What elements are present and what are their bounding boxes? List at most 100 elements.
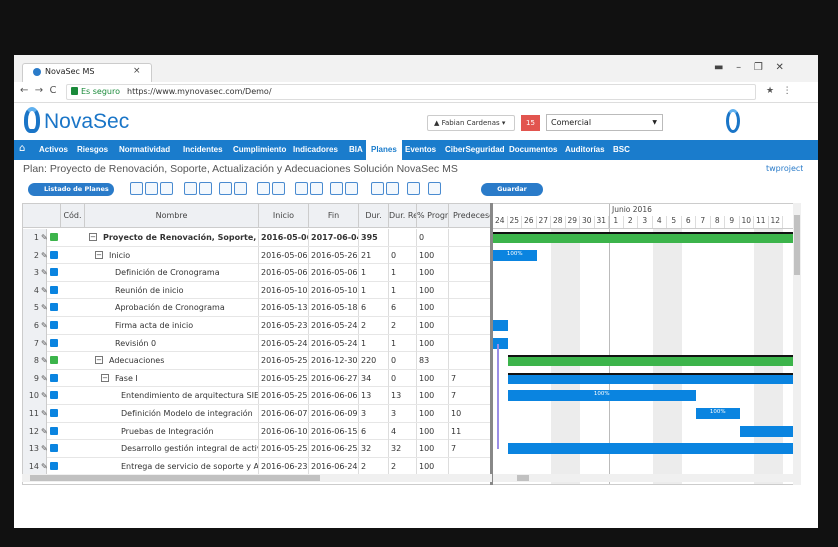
nav-item[interactable]: BIA xyxy=(349,145,363,154)
status[interactable] xyxy=(50,444,58,453)
edit-icon[interactable]: ✎ xyxy=(39,387,47,404)
edit-icon[interactable]: ✎ xyxy=(39,423,47,440)
browser-icons[interactable]: ★ ⋮ xyxy=(766,86,792,96)
task-bar[interactable] xyxy=(493,320,508,331)
task-bar[interactable]: 100% xyxy=(507,390,696,402)
h-thumb-right[interactable] xyxy=(517,475,529,481)
status[interactable] xyxy=(50,250,58,259)
status[interactable] xyxy=(50,356,58,365)
edit-icon[interactable]: ✎ xyxy=(39,264,47,281)
task-bar[interactable]: 100% xyxy=(696,408,740,419)
edit-icon[interactable]: ✎ xyxy=(39,370,47,387)
collapse-toggle[interactable]: − xyxy=(95,250,103,259)
url-box[interactable]: Es seguro https://www.mynovasec.com/Demo… xyxy=(66,84,756,100)
tool-button[interactable] xyxy=(130,182,143,195)
nav-item[interactable]: Normatividad xyxy=(119,145,171,154)
nav-item[interactable]: BSC xyxy=(613,145,630,154)
nav-item[interactable]: Auditorías xyxy=(565,145,605,154)
nav-item[interactable]: Activos xyxy=(39,145,68,154)
cell-start: 2016-06-07 xyxy=(259,405,309,422)
tool-button[interactable] xyxy=(145,182,158,195)
row-id: 6 xyxy=(33,321,39,330)
status[interactable] xyxy=(50,285,58,294)
task-bar[interactable] xyxy=(507,372,793,384)
collapse-toggle[interactable]: − xyxy=(101,373,109,382)
selector-arrow: ▼ xyxy=(652,119,657,126)
tool-button[interactable] xyxy=(257,182,270,195)
nav-item[interactable]: Documentos xyxy=(509,145,558,154)
cell-start: 2016-05-10 xyxy=(259,281,309,299)
nav-buttons[interactable]: ← → C xyxy=(20,85,57,96)
edit-icon[interactable]: ✎ xyxy=(39,352,47,369)
tool-button[interactable] xyxy=(219,182,232,195)
edit-icon[interactable]: ✎ xyxy=(39,229,47,246)
save-button[interactable]: Guardar xyxy=(481,183,543,196)
task-bar[interactable] xyxy=(739,425,793,437)
edit-icon[interactable]: ✎ xyxy=(39,458,47,475)
task-bar[interactable] xyxy=(493,232,793,243)
tool-button[interactable] xyxy=(386,182,399,195)
status[interactable] xyxy=(50,233,58,241)
edit-icon[interactable]: ✎ xyxy=(39,317,47,334)
tool-button[interactable] xyxy=(234,182,247,195)
nav-item[interactable]: CiberSeguridad xyxy=(445,145,505,154)
tool-button[interactable] xyxy=(330,182,343,195)
splitter[interactable] xyxy=(490,203,493,485)
edit-icon[interactable]: ✎ xyxy=(39,405,47,422)
status[interactable] xyxy=(50,268,58,277)
edit-icon[interactable]: ✎ xyxy=(39,299,47,316)
edit-icon[interactable]: ✎ xyxy=(39,440,47,457)
cell-progress: 100 xyxy=(417,422,449,440)
tab[interactable]: NovaSec MS × xyxy=(22,63,152,82)
cell-dur: 13 xyxy=(359,387,389,405)
list-button[interactable]: Listado de Planes xyxy=(28,183,114,196)
v-thumb[interactable] xyxy=(794,215,800,275)
url: https://www.mynovasec.com/Demo/ xyxy=(127,87,272,96)
nav-item[interactable]: Planes xyxy=(366,140,402,160)
nav-item[interactable]: Eventos xyxy=(405,145,437,154)
user-menu[interactable]: ▲ Fabian Cardenas ▾ xyxy=(427,115,515,131)
tool-button[interactable] xyxy=(295,182,308,195)
status[interactable] xyxy=(50,409,58,417)
tool-button[interactable] xyxy=(199,182,212,195)
tool-button[interactable] xyxy=(160,182,173,195)
edit-icon[interactable]: ✎ xyxy=(39,282,47,299)
tool-button[interactable] xyxy=(345,182,358,195)
tool-button[interactable] xyxy=(428,182,441,195)
nav-item[interactable]: Indicadores xyxy=(293,145,338,154)
cell-start: 2016-05-25 xyxy=(259,352,309,370)
h-scrollbar-right[interactable] xyxy=(493,474,793,482)
nav-item[interactable]: Cumplimiento xyxy=(233,145,287,154)
window-controls[interactable]: ▬ – ❐ ✕ xyxy=(714,62,784,73)
tool-button[interactable] xyxy=(310,182,323,195)
task-bar[interactable] xyxy=(507,443,793,455)
nav-item[interactable]: Riesgos xyxy=(77,145,109,154)
tool-button[interactable] xyxy=(184,182,197,195)
tool-button[interactable] xyxy=(272,182,285,195)
status[interactable] xyxy=(50,303,58,312)
status[interactable] xyxy=(50,461,58,470)
edit-icon[interactable]: ✎ xyxy=(39,335,47,352)
task-bar[interactable]: 100% xyxy=(493,249,537,261)
status[interactable] xyxy=(50,391,58,400)
v-scrollbar[interactable] xyxy=(793,203,801,485)
status[interactable] xyxy=(50,426,58,435)
tool-button[interactable] xyxy=(407,182,420,195)
status[interactable] xyxy=(50,321,58,329)
h-thumb[interactable] xyxy=(30,475,320,481)
status[interactable] xyxy=(50,373,58,382)
home-icon[interactable]: ⌂ xyxy=(19,143,26,154)
collapse-toggle[interactable]: − xyxy=(89,233,97,241)
tab-close[interactable]: × xyxy=(133,66,141,76)
task-bar[interactable] xyxy=(507,355,793,367)
selector[interactable]: Comercial ▼ xyxy=(546,114,663,131)
collapse-toggle[interactable]: − xyxy=(95,356,103,365)
nav-item[interactable]: Incidentes xyxy=(183,145,223,154)
tool-button[interactable] xyxy=(371,182,384,195)
edit-icon[interactable]: ✎ xyxy=(39,247,47,264)
status[interactable] xyxy=(50,338,58,347)
h-scrollbar-left[interactable] xyxy=(22,474,492,482)
cell-end: 2016-06-24 xyxy=(309,457,359,475)
badge[interactable]: 15 xyxy=(521,115,540,131)
task-bar[interactable] xyxy=(493,337,508,349)
